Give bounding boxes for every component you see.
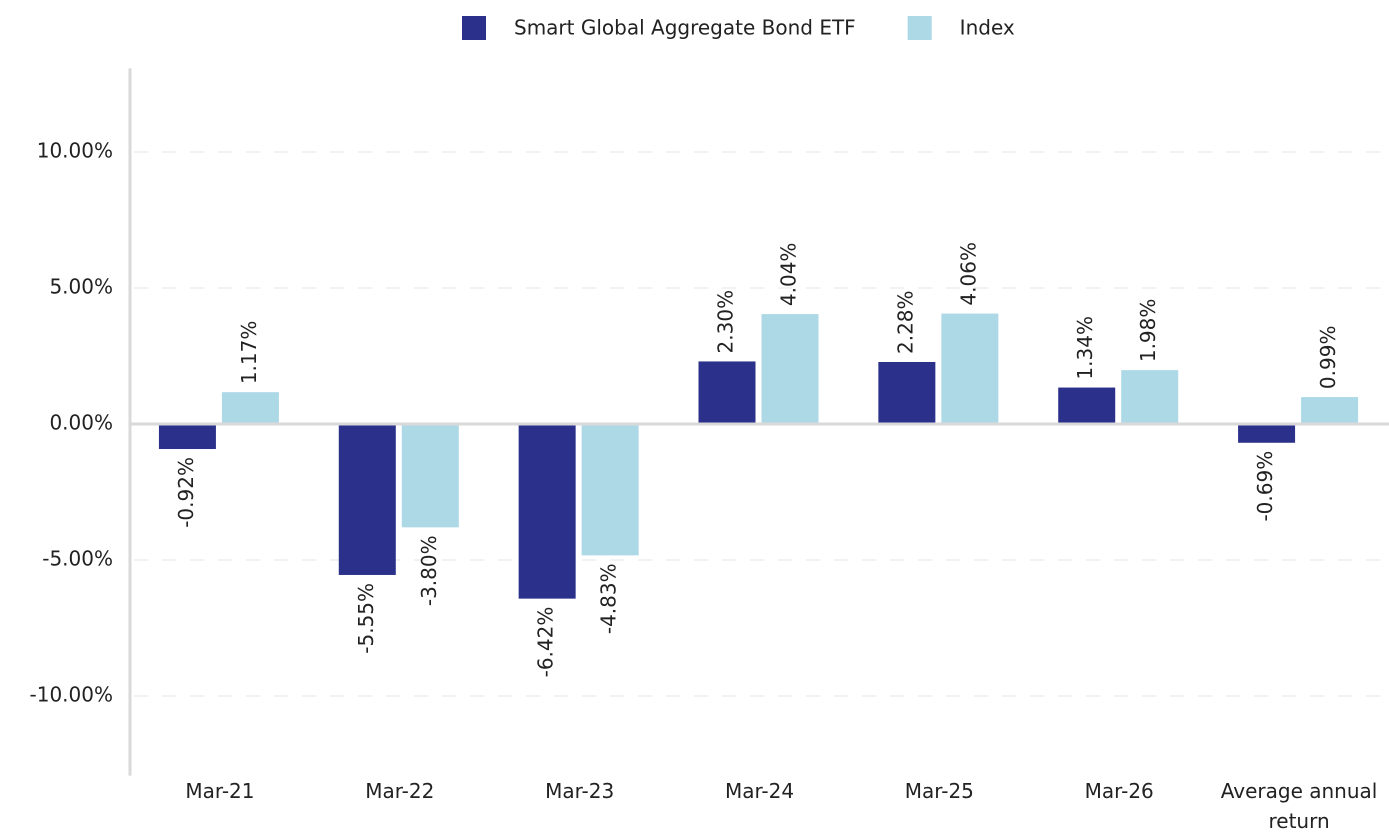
legend-swatch — [462, 16, 486, 40]
legend-label: Smart Global Aggregate Bond ETF — [514, 16, 856, 40]
x-tick: Mar-23 — [545, 778, 615, 803]
x-tick-label: Mar-25 — [904, 778, 974, 803]
bar — [1058, 387, 1116, 424]
bar — [401, 424, 459, 528]
data-label: 2.30% — [714, 290, 738, 354]
bar — [338, 424, 396, 575]
x-tick: Mar-21 — [185, 778, 255, 803]
data-label: -5.55% — [354, 583, 378, 654]
y-tick-label: -10.00% — [30, 683, 113, 707]
x-tick: Mar-25 — [904, 778, 974, 803]
y-tick-label: 5.00% — [49, 275, 113, 299]
bar — [878, 361, 936, 424]
data-label: -4.83% — [597, 563, 621, 634]
bar — [581, 424, 639, 556]
bar — [941, 313, 999, 424]
x-tick-label: Mar-24 — [724, 778, 795, 803]
legend-swatch — [907, 16, 932, 40]
bar — [1121, 370, 1179, 424]
data-label: 1.17% — [237, 321, 261, 385]
x-tick: Mar-24 — [724, 778, 795, 803]
data-label: -3.80% — [417, 535, 441, 606]
bar — [518, 424, 576, 599]
x-tick: Average annual return — [1220, 778, 1378, 833]
x-tick-label: Average annual return — [1220, 778, 1378, 833]
y-tick-label: 0.00% — [49, 411, 113, 435]
x-tick-label: Mar-26 — [1084, 778, 1154, 803]
x-tick: Mar-22 — [365, 778, 435, 803]
bar — [761, 314, 819, 424]
data-label: -0.69% — [1253, 451, 1277, 522]
y-tick-label: 10.00% — [37, 139, 113, 163]
x-tick: Mar-26 — [1084, 778, 1154, 803]
data-label: 0.99% — [1316, 326, 1340, 390]
data-label: -6.42% — [534, 607, 558, 678]
x-tick-label: Mar-22 — [365, 778, 435, 803]
x-tick-label: Mar-23 — [545, 778, 615, 803]
y-tick-label: -5.00% — [42, 547, 113, 571]
bar — [158, 424, 216, 450]
data-label: 1.34% — [1073, 316, 1097, 380]
data-label: -0.92% — [174, 457, 198, 528]
data-label: 4.06% — [956, 242, 980, 306]
bar — [221, 392, 279, 424]
bar — [1301, 397, 1359, 424]
bar — [1238, 424, 1296, 443]
data-label: 4.04% — [777, 243, 801, 307]
data-label: 1.98% — [1136, 299, 1160, 363]
x-tick-label: Mar-21 — [185, 778, 255, 803]
legend-label: Index — [960, 16, 1015, 40]
bar — [698, 361, 756, 424]
data-label: 2.28% — [893, 290, 917, 354]
